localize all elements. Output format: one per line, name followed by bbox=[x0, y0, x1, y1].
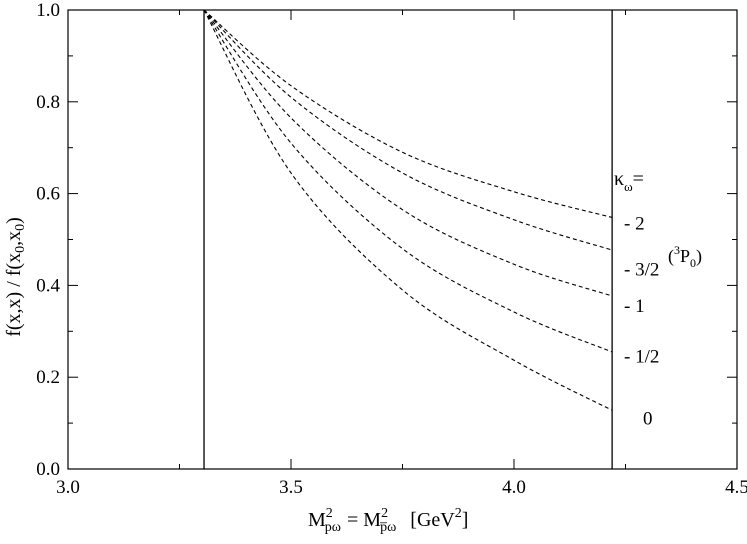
series-curve bbox=[203, 9, 613, 297]
legend-label: - 2 bbox=[624, 213, 645, 234]
legend-title: κω= bbox=[614, 168, 644, 194]
x-tick-label: 3.5 bbox=[279, 477, 303, 498]
series-curve bbox=[203, 9, 613, 219]
legend-3p0-note: (3P0) bbox=[668, 243, 702, 270]
y-tick-label: 0.4 bbox=[36, 275, 60, 296]
y-axis-label: f(x,x) / f(x0,x0) bbox=[3, 217, 28, 337]
plot-frame bbox=[67, 9, 738, 470]
curves-layer bbox=[203, 9, 613, 411]
y-tick-label: 1.0 bbox=[36, 0, 60, 21]
y-tick-label: 0.6 bbox=[36, 184, 60, 205]
x-tick-label: 3.0 bbox=[56, 477, 80, 498]
y-tick-label: 0.0 bbox=[36, 459, 60, 480]
legend-label: - 1 bbox=[624, 296, 645, 317]
tick-labels-layer: 3.0 3.5 4.0 4.5 0.0 0.2 0.4 0.6 0.8 1.0 bbox=[36, 0, 747, 498]
legend-label: - 1/2 bbox=[624, 347, 659, 368]
series-curve bbox=[203, 9, 613, 251]
legend-label: 0 bbox=[643, 409, 653, 430]
x-tick-label: 4.0 bbox=[502, 477, 526, 498]
y-tick-label: 0.8 bbox=[36, 92, 60, 113]
legend-labels-layer: - 2 - 3/2 - 1 - 1/2 0 bbox=[624, 213, 659, 429]
x-tick-label: 4.5 bbox=[725, 477, 747, 498]
ticks-layer bbox=[67, 9, 738, 470]
vertical-lines-layer bbox=[203, 10, 613, 469]
legend-label: - 3/2 bbox=[624, 259, 659, 280]
series-curve bbox=[203, 9, 613, 353]
series-curve bbox=[203, 9, 613, 411]
x-axis-label: M2 pω = M2 p̅ω [GeV2] bbox=[308, 506, 468, 535]
y-tick-label: 0.2 bbox=[36, 367, 60, 388]
